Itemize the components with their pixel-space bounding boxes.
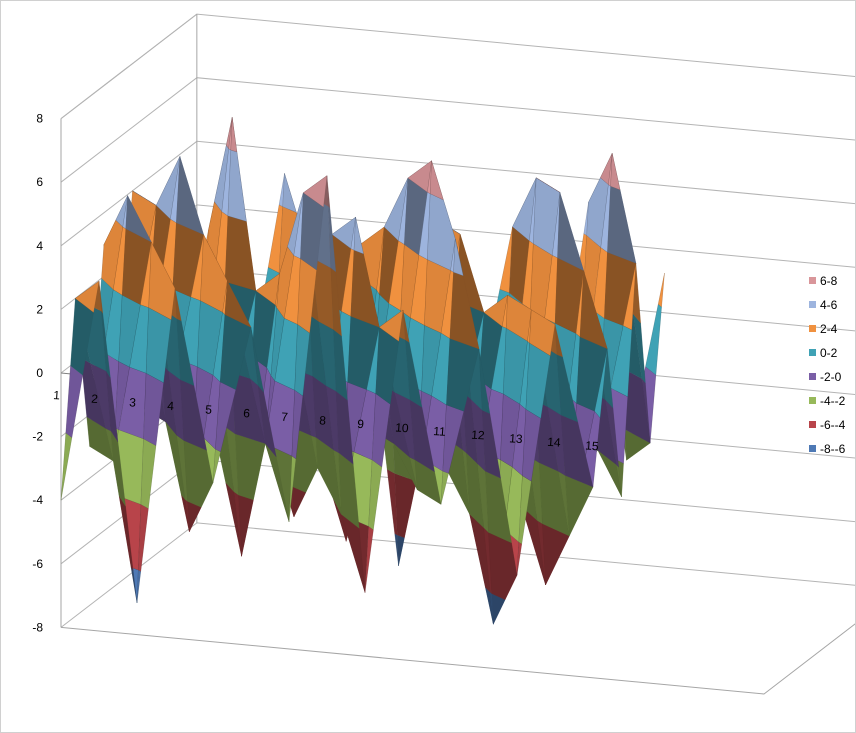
surface-band-4-6 [557,192,584,271]
legend-label: 6-8 [820,274,838,288]
category-label: 6 [243,406,251,420]
surface-band-2-4 [174,288,182,322]
surface-band-0-2 [594,348,608,419]
legend-swatch [809,397,816,404]
surface-band-2-4 [98,281,103,314]
surface-band-6-8 [326,175,331,209]
legend-label: 0-2 [820,346,838,360]
legend-swatch [809,373,816,380]
legend-swatch [809,301,816,308]
legend-swatch [809,349,816,356]
category-label: 10 [395,420,410,435]
z-tick-label: -2 [32,430,43,444]
surface-band-4-6 [607,185,637,264]
category-label: 14 [547,435,562,450]
surface-band-6-8 [302,175,328,208]
legend-label: -8--6 [820,442,846,456]
surface-band-0-2 [478,348,491,414]
surface-band-0-2 [645,303,662,376]
legend-swatch [809,445,816,452]
legend-swatch [809,421,816,428]
surface-band-4-6 [125,194,152,243]
surface-band-2-4 [148,241,176,321]
legend-label: 4-6 [820,298,838,312]
legend-label: -2-0 [820,370,842,384]
surface-plot [60,117,665,625]
category-label: 8 [319,413,327,427]
surface-band-2-4 [74,280,100,313]
category-label: 9 [357,417,365,431]
legend-label: -4--2 [820,394,846,408]
surface-band-2-4 [622,263,637,331]
category-label: 5 [205,402,213,416]
surface-band-2-4 [402,309,410,343]
z-tick-label: 2 [36,302,43,316]
surface-band-2-4 [224,215,257,292]
surface-band-6-8 [429,160,444,201]
legend-swatch [809,325,816,332]
category-label: 12 [471,428,486,443]
surface-band-4-6 [282,173,297,213]
surface-band-2-4 [579,270,608,350]
surface-band-6-8 [610,153,621,191]
category-label: 15 [585,438,600,453]
legend-label: 2-4 [820,322,838,336]
surface-band--8--6 [396,534,405,566]
category-label: 11 [433,424,447,439]
z-tick-label: 8 [36,112,43,126]
surface-band-4-6 [453,238,464,277]
surface-band-4-6 [427,193,456,271]
surface-band--4--2 [140,438,157,509]
legend: 6-8 4-6 2-4 0-2 -2-0 -4--2 -6--4 -8--6 [809,274,846,456]
z-tick-label: -8 [32,620,43,634]
legend-swatch [809,277,816,284]
category-label: 2 [91,392,99,406]
surface-band-4-6 [227,149,247,222]
category-label: 4 [167,399,175,413]
surface-band-2-4 [378,309,404,342]
z-tick-label: 0 [36,366,43,380]
surface-band--6--4 [394,473,417,538]
z-tick-label: 6 [36,175,43,189]
legend-label: -6--4 [820,418,846,432]
surface-band-2-4 [529,309,556,357]
z-tick-label: -6 [32,557,43,571]
surface-band-6-8 [230,117,238,153]
floor-edge [60,623,855,695]
category-label: 1 [53,388,61,402]
surface-band--4--2 [60,432,73,501]
surface-band-4-6 [176,156,204,235]
gridline [60,522,855,628]
surface-band-2-4 [657,272,665,308]
surface-band-2-4 [554,324,563,358]
category-label: 13 [509,431,524,446]
z-tick-label: -4 [32,493,43,507]
category-label: 7 [281,410,289,424]
z-tick-label: 4 [36,239,43,253]
surface-band--4--2 [110,430,126,507]
surface-band-4-6 [353,217,364,255]
surface-band--4--2 [234,433,266,501]
category-label: 3 [129,395,137,409]
surface-band-2-4 [224,280,252,328]
surface-band-0-2 [250,327,264,393]
